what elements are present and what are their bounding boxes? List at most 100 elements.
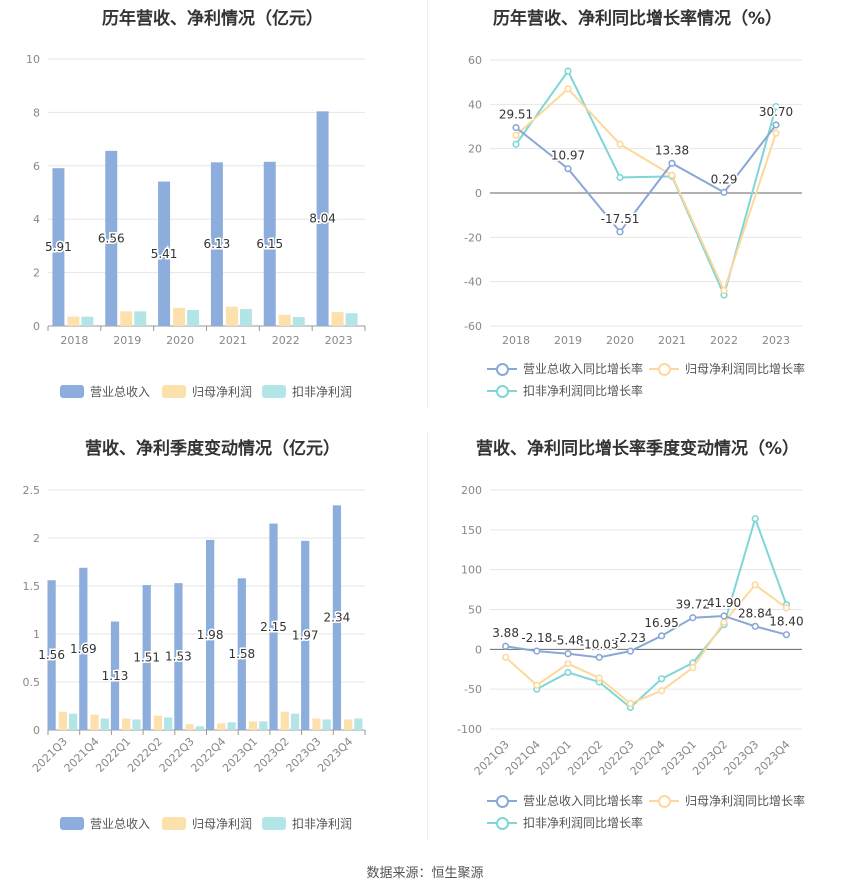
annual-revenue-profit-panel: 历年营收、净利情况（亿元） 0 2 4 6 8 10 2018 5.91 2019 6.56 202…	[0, 0, 425, 430]
data-label: -17.51	[601, 212, 640, 226]
bar	[332, 505, 342, 730]
data-label: 2.15	[260, 620, 287, 634]
quarterly-bar-chart: 00.511.522.52021Q31.562021Q41.692022Q11.…	[23, 484, 366, 775]
bar	[110, 621, 120, 730]
y-tick-label: 6	[33, 160, 40, 173]
legend-item-deducted-profit-growth[interactable]: 扣非净利润同比增长率	[487, 382, 643, 399]
data-label: 1.69	[70, 642, 97, 656]
legend-item-revenue-growth[interactable]: 营业总收入同比增长率	[487, 792, 643, 809]
y-tick-label: 40	[468, 98, 482, 111]
bar	[205, 539, 215, 730]
y-tick-label: 8	[33, 106, 40, 119]
data-label: 1.98	[197, 628, 224, 642]
data-point	[533, 647, 541, 655]
legend-item-net-profit[interactable]: 归母净利润	[162, 383, 252, 400]
data-point	[658, 632, 666, 640]
data-label: 1.53	[165, 650, 192, 664]
data-source: 数据来源：恒生聚源	[366, 866, 484, 881]
data-point	[626, 647, 634, 655]
y-tick-label: 4	[33, 213, 40, 226]
y-tick-label: 60	[468, 54, 482, 67]
data-point	[720, 618, 728, 626]
bar	[79, 567, 88, 730]
quarterly-growth-line-chart: 200150100500-50-1002021Q32021Q42022Q1202…	[457, 484, 805, 778]
data-label: 5.91	[45, 240, 72, 254]
y-tick-label: 0	[33, 724, 40, 737]
x-tick-label: 2021	[219, 334, 247, 347]
bar	[312, 718, 321, 730]
bar	[345, 313, 358, 326]
series-line	[504, 583, 787, 705]
data-point	[782, 604, 791, 612]
annual-growth-line-chart: 60 40 20 0 -20 -40 -60 2018 2019 2020 2021 2022 2023…	[464, 54, 802, 347]
data-label: 1.51	[133, 651, 160, 665]
data-point	[533, 681, 541, 689]
bar	[259, 721, 268, 730]
data-label: 10.97	[551, 149, 585, 163]
data-label: 1.13	[102, 669, 129, 683]
y-tick-label: 2	[33, 532, 40, 545]
legend-item-net-profit-growth[interactable]: 归母净利润同比增长率	[649, 792, 805, 809]
data-label: 41.90	[707, 596, 741, 610]
divider	[427, 0, 428, 408]
data-label: -10.03	[580, 637, 619, 651]
y-tick-label: 200	[461, 484, 482, 497]
data-point	[689, 614, 697, 622]
bar	[122, 718, 131, 730]
data-point	[564, 660, 572, 668]
y-tick-label: -100	[457, 723, 482, 736]
bar	[227, 722, 236, 730]
data-point	[564, 668, 572, 677]
data-label: 28.84	[738, 606, 772, 620]
x-tick-label: 2023	[762, 334, 790, 347]
legend-item-net-profit-growth[interactable]: 归母净利润同比增长率	[649, 360, 805, 377]
bar	[316, 111, 329, 326]
data-point	[658, 687, 666, 695]
data-point	[616, 140, 624, 148]
legend-item-revenue[interactable]: 营业总收入	[60, 815, 150, 832]
data-label: 3.88	[492, 626, 519, 640]
data-point	[720, 612, 728, 620]
data-point	[501, 642, 510, 650]
legend-item-revenue[interactable]: 营业总收入	[60, 383, 150, 400]
data-point	[772, 102, 780, 111]
chart-title: 历年营收、净利情况（亿元）	[102, 9, 323, 29]
legend-item-net-profit[interactable]: 归母净利润	[162, 815, 252, 832]
bar	[195, 726, 205, 730]
x-tick-label: 2018	[60, 334, 88, 347]
legend-item-deducted-profit-growth[interactable]: 扣非净利润同比增长率	[487, 814, 643, 831]
y-tick-label: 0	[33, 320, 40, 333]
bar	[292, 316, 305, 326]
data-label: -2.18	[521, 631, 552, 645]
legend-item-revenue-growth[interactable]: 营业总收入同比增长率	[487, 360, 643, 377]
data-label: 30.70	[759, 105, 793, 119]
data-point	[626, 699, 634, 708]
divider	[427, 432, 428, 840]
bar	[47, 580, 56, 730]
bar	[67, 316, 80, 326]
data-label: -5.48	[552, 634, 583, 648]
legend-item-deducted-profit[interactable]: 扣非净利润	[262, 815, 352, 832]
data-label: 18.40	[769, 615, 803, 629]
series-line	[515, 124, 777, 234]
data-point	[564, 650, 572, 658]
data-point	[512, 123, 520, 132]
data-point	[512, 131, 520, 139]
bar	[225, 306, 238, 326]
x-tick-label: 2023	[325, 334, 353, 347]
data-label: 13.38	[655, 143, 689, 157]
data-label: 8.04	[309, 212, 336, 226]
y-tick-label: 50	[468, 604, 482, 617]
x-tick-label: 2023Q4	[315, 735, 355, 775]
data-label: 6.13	[204, 237, 231, 251]
y-tick-label: -50	[464, 683, 482, 696]
x-tick-label: 2022	[710, 334, 738, 347]
x-tick-label: 2020	[166, 334, 194, 347]
bar	[269, 523, 278, 730]
data-label: 0.29	[711, 172, 738, 186]
legend-item-deducted-profit[interactable]: 扣非净利润	[262, 383, 352, 400]
data-label: 1.58	[228, 647, 255, 661]
data-point	[564, 67, 572, 75]
y-tick-label: 0	[475, 187, 482, 200]
bar	[134, 311, 147, 326]
